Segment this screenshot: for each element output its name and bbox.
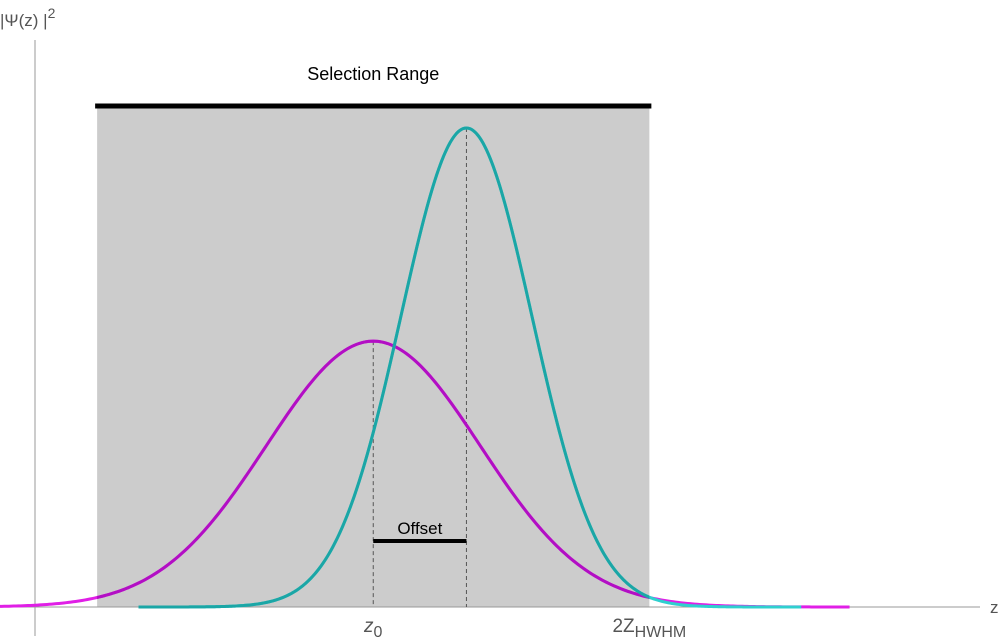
series-1-line — [0, 339, 850, 609]
x-tick-labels: z0 2ZHWHM — [363, 616, 686, 640]
x-tick-label-subscript: 0 — [374, 624, 383, 640]
x-axis-label: z — [990, 598, 999, 617]
y-axis-label: |Ψ(z) |2 — [0, 5, 56, 30]
series-2-line-inside — [138, 126, 650, 609]
x-tick-label-1: z0 — [363, 616, 383, 640]
selection-range-label: Selection Range — [307, 64, 439, 84]
y-axis-label-text: |Ψ(z) | — [0, 11, 48, 30]
series-2-line — [138, 126, 802, 609]
offset-label: Offset — [397, 519, 442, 538]
y-axis-label-superscript: 2 — [48, 5, 56, 21]
x-tick-label-subscript: HWHM — [635, 624, 687, 640]
x-tick-label-text: 2Z — [612, 616, 635, 637]
x-tick-label-2: 2ZHWHM — [612, 616, 686, 640]
series-1-line-inside — [97, 339, 650, 600]
x-tick-label-text: z — [363, 616, 374, 637]
guide-lines — [372, 128, 467, 607]
